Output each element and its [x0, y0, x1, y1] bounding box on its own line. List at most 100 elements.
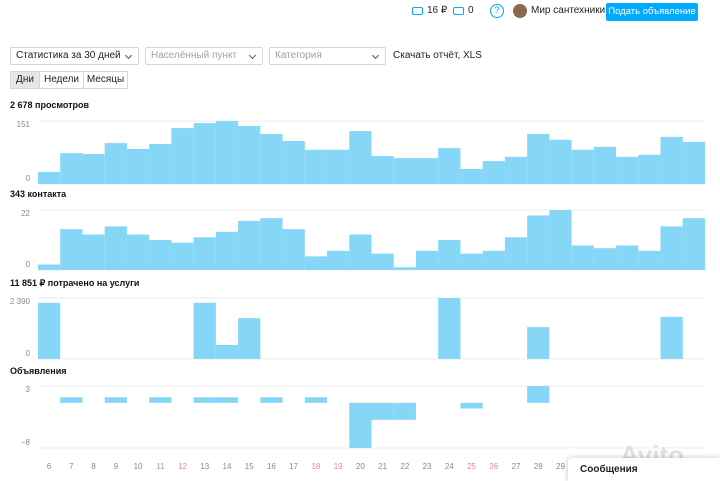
bar — [571, 149, 594, 184]
bar — [193, 237, 216, 270]
x-tick-label: 14 — [223, 462, 232, 471]
y-tick-label: 2 390 — [10, 297, 31, 306]
x-tick-label: 23 — [423, 462, 432, 471]
wallet-icon — [412, 7, 423, 15]
y-tick-label: 0 — [26, 349, 31, 358]
user-name[interactable]: Мир сантехники — [531, 5, 606, 16]
bar — [660, 136, 683, 184]
bar — [38, 171, 61, 184]
x-tick-label: 8 — [91, 462, 96, 471]
bar — [504, 237, 528, 270]
bar — [82, 234, 105, 270]
bar — [571, 245, 594, 270]
tab-weeks[interactable]: Недели — [39, 71, 84, 89]
bar — [460, 402, 483, 409]
bar — [304, 397, 328, 403]
bar — [104, 397, 127, 403]
avatar[interactable] — [513, 4, 527, 18]
bar — [215, 397, 239, 403]
x-tick-label: 18 — [311, 462, 320, 471]
bar — [682, 141, 705, 184]
chart-title: 11 851 ₽ потрачено на услуги — [10, 278, 139, 288]
bar — [616, 156, 639, 184]
bar — [371, 156, 394, 184]
bar — [193, 123, 216, 184]
bar — [193, 397, 216, 403]
x-tick-label: 16 — [267, 462, 276, 471]
bar — [527, 133, 550, 184]
x-tick-label: 22 — [400, 462, 409, 471]
bar — [593, 248, 617, 270]
bar — [60, 397, 83, 403]
bar — [460, 253, 483, 270]
bar — [415, 250, 439, 270]
bar — [304, 149, 328, 184]
bar — [415, 158, 439, 184]
bar — [327, 250, 350, 270]
bar — [393, 267, 416, 270]
bar — [171, 242, 194, 270]
balance[interactable]: 16 ₽ — [427, 5, 448, 16]
post-button[interactable]: Подать объявление — [606, 3, 698, 21]
bar — [126, 234, 150, 270]
x-tick-label: 24 — [445, 462, 454, 471]
x-tick-label: 29 — [556, 462, 565, 471]
bar — [349, 234, 372, 270]
bar — [527, 327, 550, 359]
bar — [327, 149, 350, 184]
bonus-icon — [453, 7, 464, 15]
y-tick-label: 3 — [26, 385, 31, 394]
bar — [260, 397, 283, 403]
bar — [438, 148, 461, 184]
bar — [104, 143, 127, 184]
period-select[interactable]: Статистика за 30 дней — [10, 47, 139, 65]
category-select[interactable]: Категория — [269, 47, 386, 65]
x-tick-label: 6 — [47, 462, 52, 471]
bar — [527, 215, 550, 270]
bar — [171, 128, 194, 184]
download-link[interactable]: Скачать отчёт, XLS — [393, 50, 482, 61]
bar — [660, 226, 683, 270]
bar — [393, 402, 416, 420]
messages-popup[interactable]: Сообщения — [568, 458, 720, 481]
bar — [371, 253, 394, 270]
bar — [215, 344, 239, 359]
bar — [149, 240, 172, 270]
bar — [638, 250, 661, 270]
x-tick-label: 13 — [200, 462, 209, 471]
popup-title: Сообщения — [580, 464, 638, 475]
bar — [504, 156, 528, 184]
tab-months[interactable]: Месяцы — [83, 71, 128, 89]
bar — [38, 264, 61, 270]
bar — [282, 229, 305, 270]
bar — [282, 141, 305, 184]
bar — [660, 316, 683, 359]
x-tick-label: 15 — [245, 462, 254, 471]
bar — [593, 146, 617, 184]
bar — [149, 143, 172, 184]
help-icon[interactable]: ? — [490, 4, 504, 18]
bar — [438, 298, 461, 359]
bar — [549, 210, 572, 270]
bar — [393, 158, 416, 184]
bar — [549, 139, 572, 184]
tab-days[interactable]: Дни — [10, 71, 40, 89]
chart-title: 343 контакта — [10, 189, 67, 199]
bar — [104, 226, 127, 270]
chart-title: 2 678 просмотров — [10, 100, 90, 110]
bar — [215, 231, 239, 270]
x-tick-label: 19 — [334, 462, 343, 471]
bar — [260, 133, 283, 184]
bar — [60, 229, 83, 270]
bar — [482, 161, 505, 184]
bonus[interactable]: 0 — [468, 5, 474, 16]
location-select[interactable]: Населённый пункт — [145, 47, 263, 65]
x-tick-label: 27 — [512, 462, 521, 471]
x-tick-label: 26 — [489, 462, 498, 471]
bar — [149, 397, 172, 403]
x-tick-label: 12 — [178, 462, 187, 471]
y-tick-label: 0 — [26, 260, 31, 269]
bar — [527, 386, 550, 403]
bar — [238, 126, 261, 184]
